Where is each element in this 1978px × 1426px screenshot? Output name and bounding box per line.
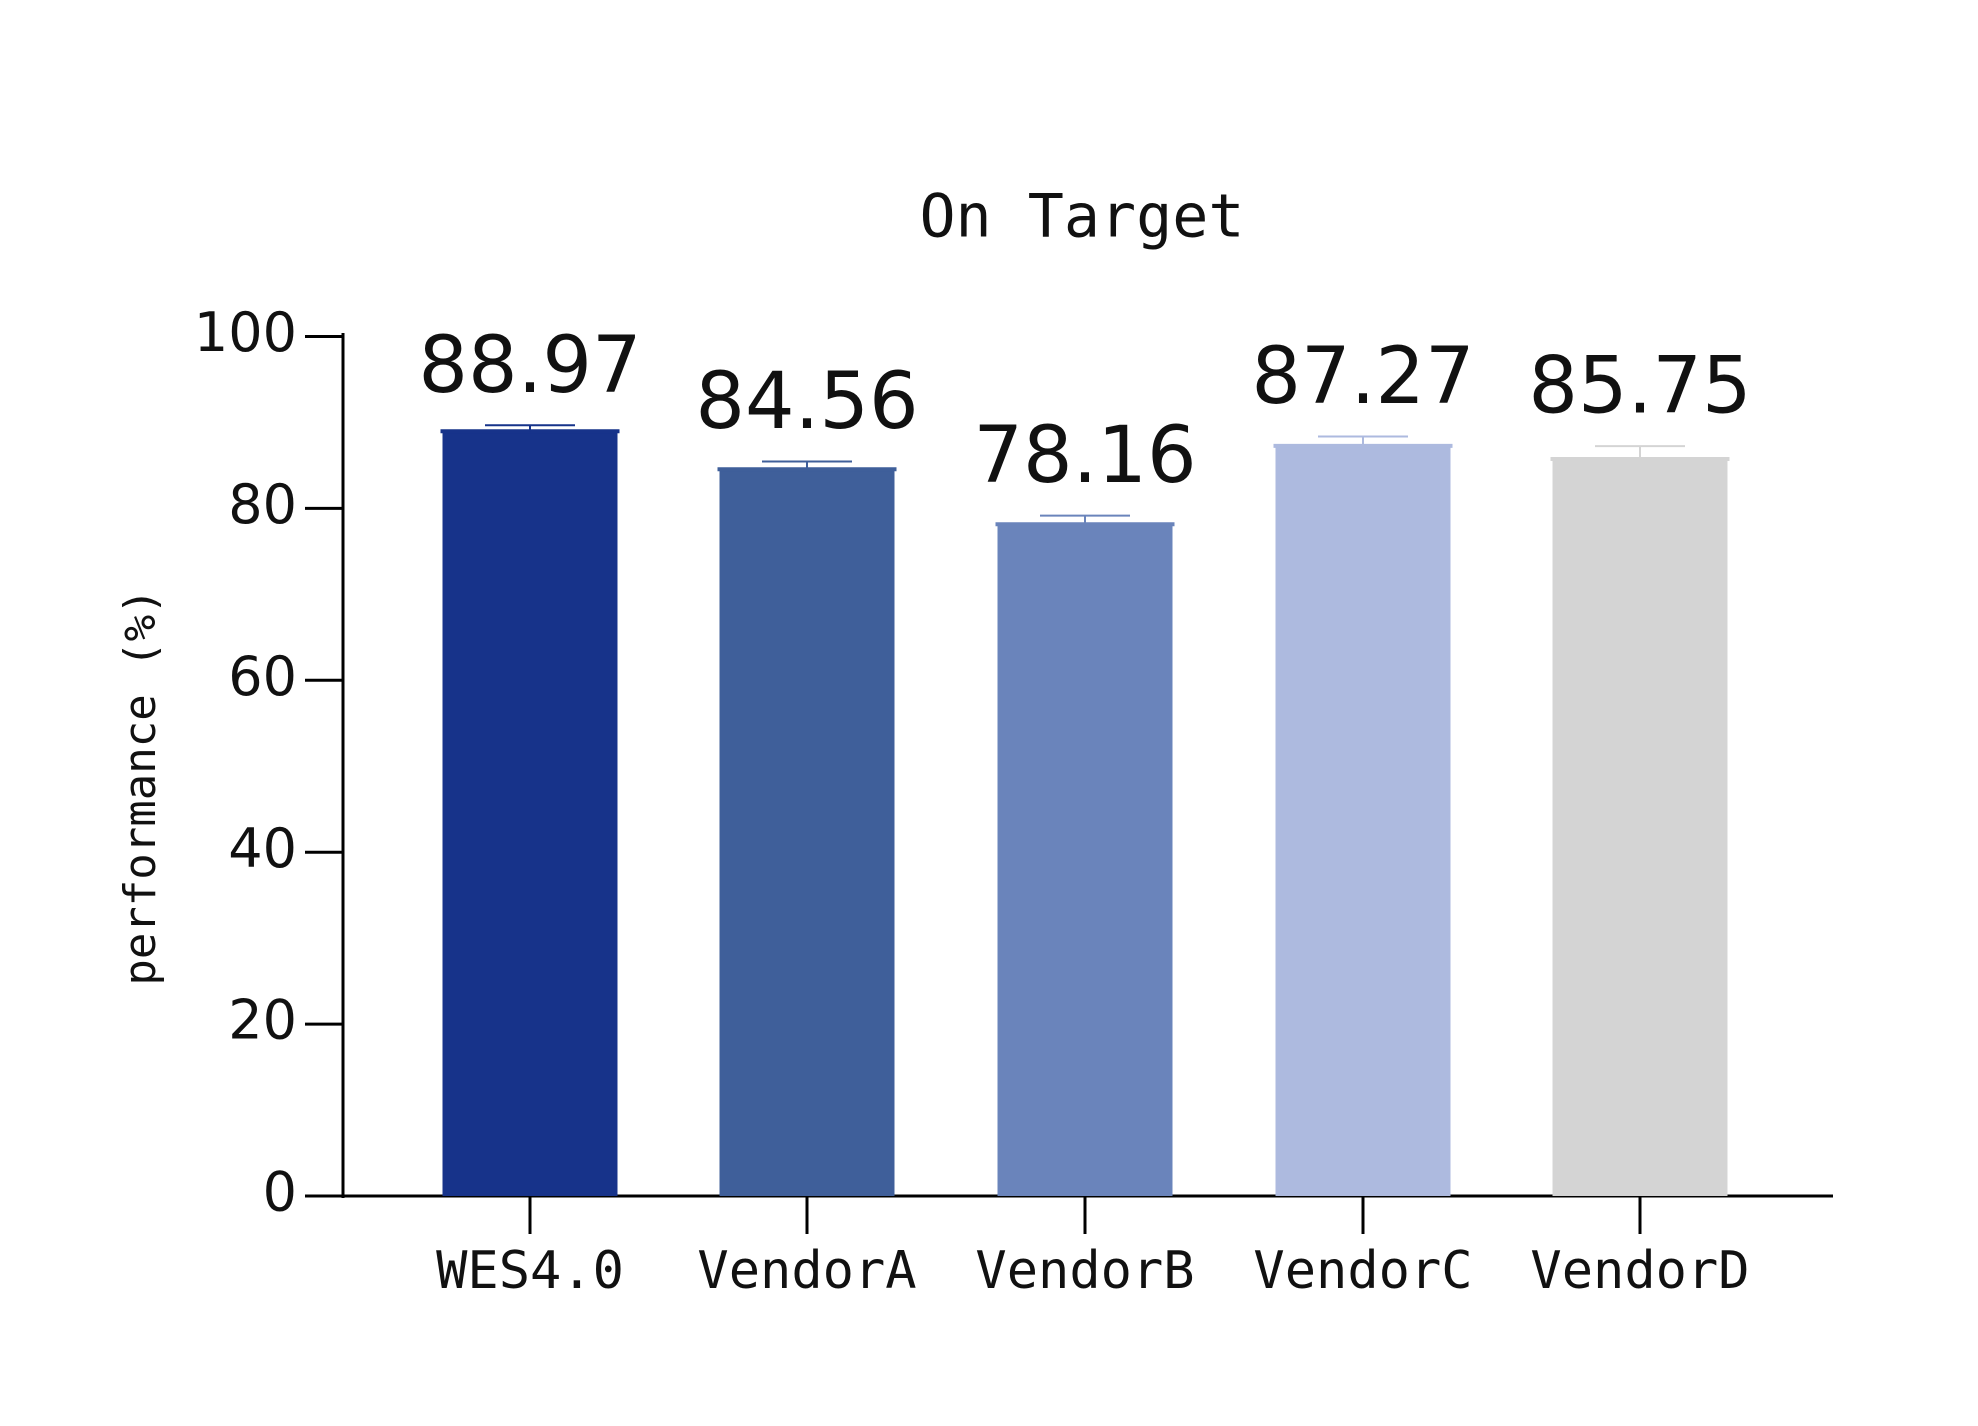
bar — [719, 469, 895, 1196]
y-tick-label: 0 — [263, 1161, 297, 1224]
y-tick-label: 40 — [228, 817, 297, 880]
bar — [997, 524, 1173, 1196]
bar — [442, 431, 618, 1196]
chart-title: On Target — [919, 182, 1244, 252]
value-label: 88.97 — [418, 321, 641, 411]
y-tick-label: 60 — [228, 645, 297, 708]
value-label: 84.56 — [695, 357, 918, 447]
x-tick-label: VendorC — [1253, 1241, 1472, 1301]
x-tick-label: VendorD — [1530, 1241, 1749, 1301]
x-tick-label: VendorB — [975, 1241, 1194, 1301]
value-label: 85.75 — [1528, 342, 1751, 432]
y-tick-label: 100 — [194, 301, 297, 364]
y-axis-label: performance (%) — [115, 588, 166, 985]
value-label: 87.27 — [1251, 332, 1474, 422]
x-tick-label: WES4.0 — [436, 1241, 624, 1301]
y-tick-label: 80 — [228, 473, 297, 536]
x-tick-label: VendorA — [697, 1241, 916, 1301]
y-tick-label: 20 — [228, 989, 297, 1052]
bar — [1552, 458, 1728, 1196]
bar — [1275, 445, 1451, 1197]
value-label: 78.16 — [973, 411, 1196, 501]
